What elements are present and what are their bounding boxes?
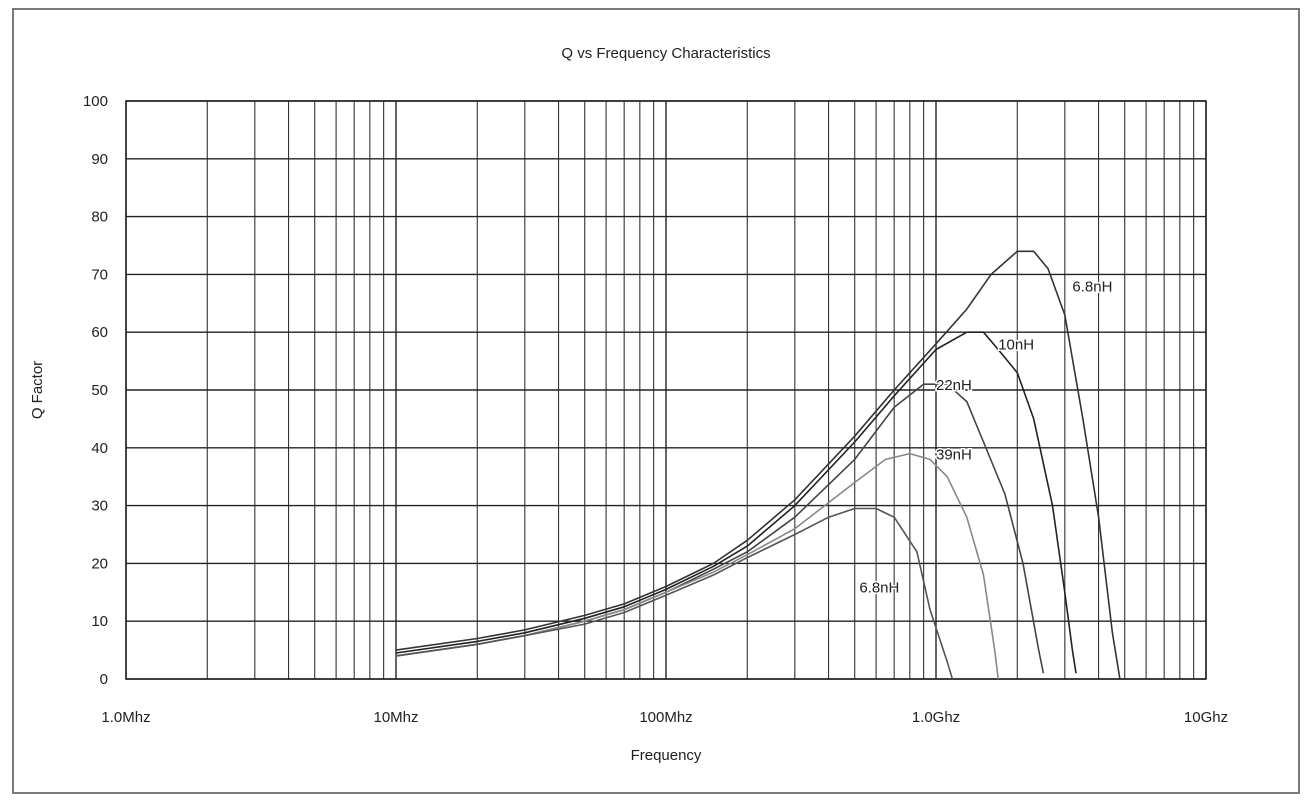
series-line-4 <box>395 507 954 680</box>
y-tick-label: 80 <box>91 209 108 226</box>
series-label-3: 39nH <box>936 446 972 463</box>
x-tick-label: 1.0Mhz <box>101 709 150 726</box>
y-tick-label: 20 <box>91 555 108 572</box>
y-tick-label: 30 <box>91 498 108 515</box>
series-line-3 <box>395 452 999 680</box>
y-tick-label: 0 <box>100 671 108 688</box>
series-label-1: 10nH <box>998 337 1034 354</box>
y-tick-label: 60 <box>91 324 108 341</box>
series-label-4: 6.8nH <box>859 579 899 596</box>
y-tick-label: 50 <box>91 382 108 399</box>
y-tick-label: 40 <box>91 440 108 457</box>
series-line-2 <box>395 383 1045 674</box>
series-lines <box>395 250 1121 680</box>
plot-border <box>125 100 1207 680</box>
series-label-0: 6.8nH <box>1072 279 1112 296</box>
y-axis-title: Q Factor <box>29 361 46 419</box>
series-line-1 <box>395 331 1077 674</box>
y-tick-label: 100 <box>83 93 108 110</box>
y-tick-label: 90 <box>91 151 108 168</box>
x-axis-title: Frequency <box>631 747 702 764</box>
series-labels: 6.8nH 10nH 22nH 39nH 6.8nH <box>858 277 1114 598</box>
series-label-2: 22nH <box>936 377 972 394</box>
x-tick-label: 10Ghz <box>1184 709 1228 726</box>
chart-title: Q vs Frequency Characteristics <box>561 45 770 62</box>
x-tick-labels: 1.0Mhz 10Mhz 100Mhz 1.0Ghz 10Ghz <box>101 709 1228 726</box>
series-line-0 <box>395 250 1121 680</box>
x-tick-label: 10Mhz <box>373 709 418 726</box>
y-tick-label: 70 <box>91 266 108 283</box>
x-tick-label: 1.0Ghz <box>912 709 960 726</box>
y-tick-labels: 0 10 20 30 40 50 60 70 80 90 100 <box>83 93 108 688</box>
x-tick-label: 100Mhz <box>639 709 692 726</box>
y-tick-label: 10 <box>91 613 108 630</box>
chart-frame <box>12 8 1300 794</box>
